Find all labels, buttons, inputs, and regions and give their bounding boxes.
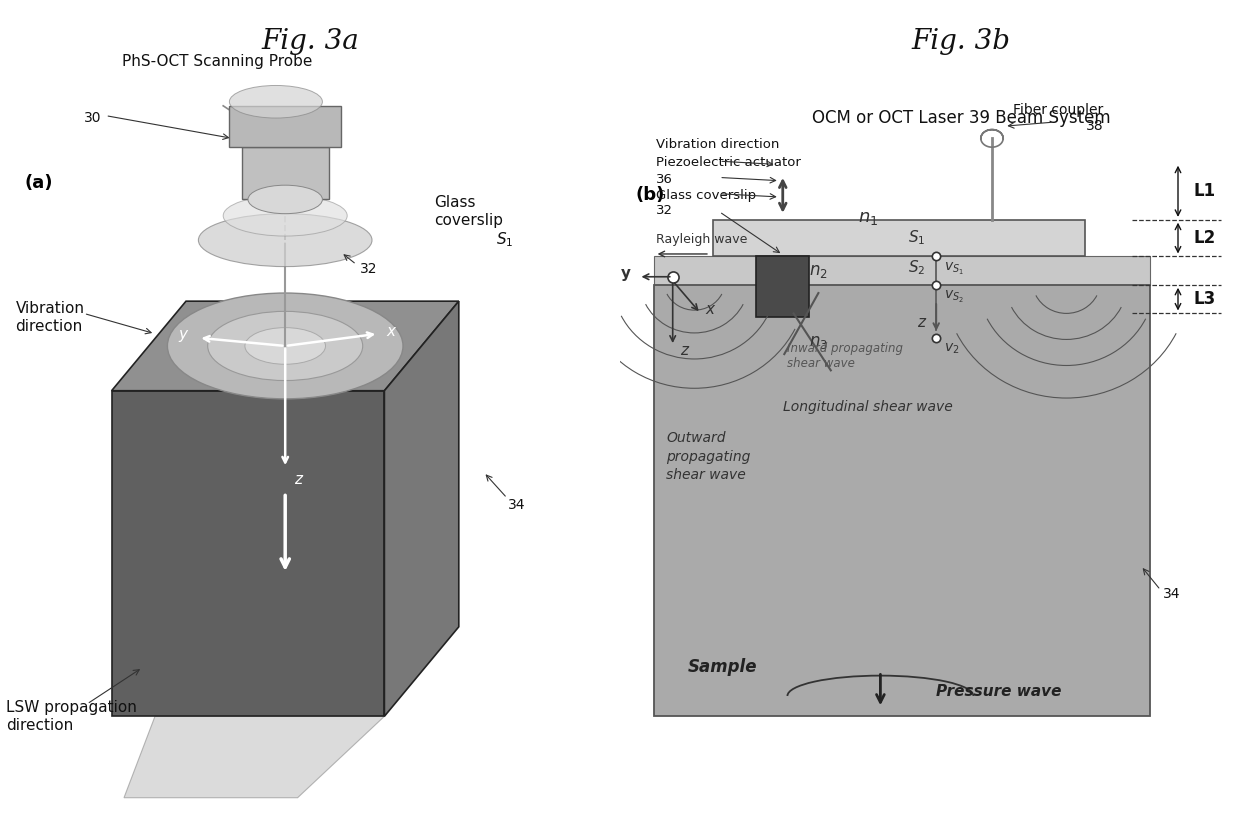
Text: Glass
coverslip: Glass coverslip — [434, 195, 503, 229]
FancyBboxPatch shape — [756, 256, 808, 317]
Polygon shape — [112, 391, 384, 716]
Text: OCM or OCT Laser 39 Beam System: OCM or OCT Laser 39 Beam System — [812, 109, 1110, 127]
Text: 36: 36 — [656, 173, 673, 186]
Text: Vibration direction: Vibration direction — [656, 138, 779, 151]
Ellipse shape — [198, 213, 372, 267]
Polygon shape — [384, 301, 459, 716]
Bar — [655, 256, 1149, 285]
Text: 38: 38 — [1086, 119, 1104, 133]
Text: Pressure wave: Pressure wave — [936, 685, 1061, 699]
Text: Longitudinal shear wave: Longitudinal shear wave — [784, 400, 952, 414]
Text: $n_1$: $n_1$ — [858, 208, 878, 227]
Text: 34: 34 — [508, 497, 526, 512]
FancyBboxPatch shape — [229, 106, 341, 147]
Text: 30: 30 — [84, 111, 102, 125]
Text: $v_2$: $v_2$ — [944, 342, 959, 357]
Text: L1: L1 — [1193, 182, 1215, 200]
Text: L2: L2 — [1193, 229, 1215, 247]
Text: 32: 32 — [360, 261, 377, 276]
Text: Fig. 3b: Fig. 3b — [911, 28, 1011, 55]
Polygon shape — [112, 301, 459, 391]
Text: Outward
propagating
shear wave: Outward propagating shear wave — [667, 431, 751, 482]
Text: $z$: $z$ — [680, 343, 691, 357]
Text: Glass coverslip: Glass coverslip — [656, 189, 756, 202]
Text: 34: 34 — [1163, 587, 1180, 602]
Bar — [655, 285, 1149, 716]
Text: $z$: $z$ — [295, 472, 305, 487]
Ellipse shape — [244, 327, 325, 365]
Ellipse shape — [167, 293, 403, 399]
Text: $v_{S_2}$: $v_{S_2}$ — [944, 289, 963, 305]
Text: Fiber coupler: Fiber coupler — [1013, 103, 1104, 117]
Bar — [655, 138, 1149, 220]
Ellipse shape — [248, 185, 322, 213]
Text: Rayleigh wave: Rayleigh wave — [656, 233, 748, 246]
Text: L3: L3 — [1193, 290, 1215, 309]
Text: $S_2$: $S_2$ — [908, 258, 925, 277]
Text: $S_1$: $S_1$ — [496, 231, 513, 249]
Bar — [713, 220, 1085, 256]
Text: Vibration
direction: Vibration direction — [15, 300, 84, 335]
Text: PhS-OCT Scanning Probe: PhS-OCT Scanning Probe — [122, 54, 312, 68]
FancyBboxPatch shape — [242, 147, 329, 199]
Text: (a): (a) — [25, 174, 53, 192]
Text: $n_3$: $n_3$ — [808, 333, 828, 351]
Text: $v_{S_1}$: $v_{S_1}$ — [944, 260, 963, 277]
Text: (b): (b) — [635, 186, 665, 204]
Text: $z$: $z$ — [916, 315, 926, 330]
Text: $y$: $y$ — [177, 328, 188, 344]
Polygon shape — [124, 716, 384, 798]
Ellipse shape — [223, 195, 347, 236]
Ellipse shape — [229, 85, 322, 118]
Text: 32: 32 — [656, 204, 673, 217]
Text: LSW propagation
direction: LSW propagation direction — [6, 699, 138, 733]
Text: Inward propagating
shear wave: Inward propagating shear wave — [787, 342, 904, 370]
Text: $x$: $x$ — [704, 302, 717, 317]
Text: $S_1$: $S_1$ — [908, 228, 925, 247]
Text: $n_2$: $n_2$ — [808, 261, 828, 280]
Text: Sample: Sample — [688, 659, 758, 676]
Text: Fig. 3a: Fig. 3a — [262, 28, 358, 55]
Text: Piezoelectric actuator: Piezoelectric actuator — [656, 156, 801, 169]
Text: $\mathbf{y}$: $\mathbf{y}$ — [620, 267, 631, 283]
Ellipse shape — [207, 312, 363, 380]
Text: $x$: $x$ — [386, 324, 397, 339]
